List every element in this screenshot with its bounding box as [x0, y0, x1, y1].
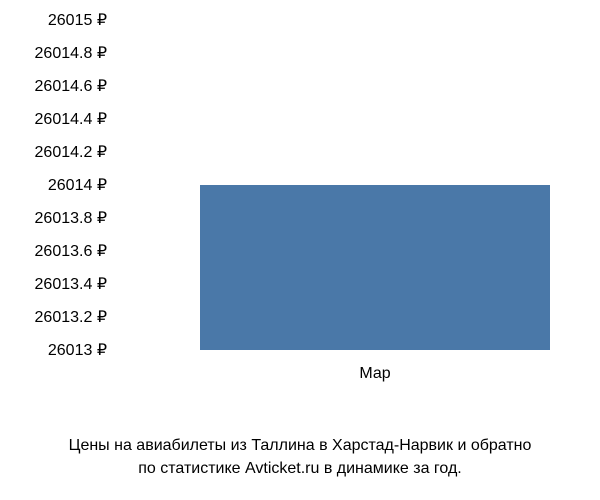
y-tick: 26013.6 ₽: [0, 241, 107, 261]
y-tick: 26014.6 ₽: [0, 76, 107, 96]
y-tick: 26015 ₽: [0, 10, 107, 30]
y-tick: 26014 ₽: [0, 175, 107, 195]
caption-line2: по статистике Avticket.ru в динамике за …: [138, 460, 462, 477]
y-tick: 26014.4 ₽: [0, 109, 107, 129]
y-tick: 26013.8 ₽: [0, 208, 107, 228]
chart-caption: Цены на авиабилеты из Таллина в Харстад-…: [0, 435, 600, 480]
y-axis: 26015 ₽ 26014.8 ₽ 26014.6 ₽ 26014.4 ₽ 26…: [0, 20, 115, 350]
chart-container: 26015 ₽ 26014.8 ₽ 26014.6 ₽ 26014.4 ₽ 26…: [0, 0, 600, 420]
x-axis: Мар: [115, 360, 565, 390]
bar: [200, 185, 550, 350]
y-tick: 26014.8 ₽: [0, 43, 107, 63]
x-tick: Мар: [359, 365, 390, 383]
y-tick: 26013 ₽: [0, 340, 107, 360]
y-tick: 26014.2 ₽: [0, 142, 107, 162]
y-tick: 26013.2 ₽: [0, 307, 107, 327]
caption-line1: Цены на авиабилеты из Таллина в Харстад-…: [69, 437, 532, 454]
y-tick: 26013.4 ₽: [0, 274, 107, 294]
plot-area: [115, 20, 565, 350]
